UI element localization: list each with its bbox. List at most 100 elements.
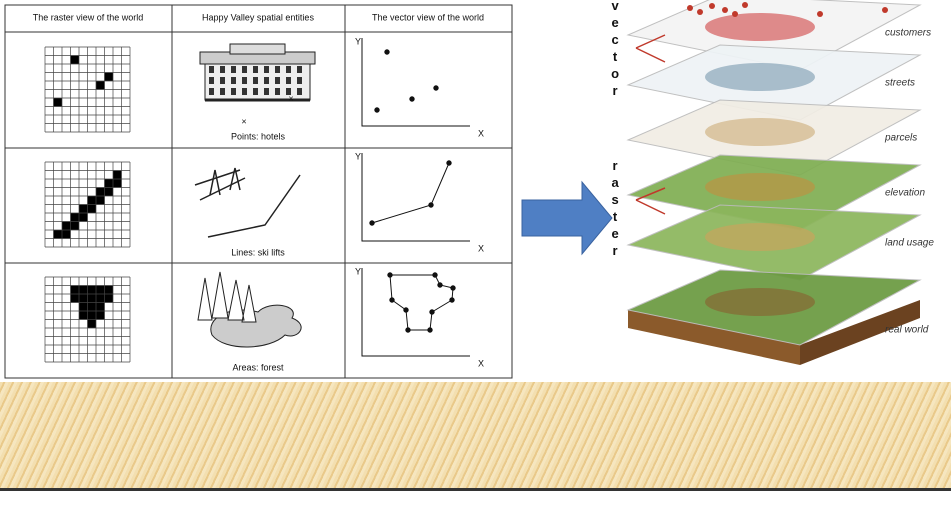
raster-cell: [96, 311, 105, 320]
raster-cell: [105, 286, 114, 295]
window: [242, 77, 247, 84]
raster-cell: [79, 294, 88, 303]
window: [209, 88, 214, 95]
raster-cell: [79, 286, 88, 295]
window: [253, 77, 258, 84]
window: [275, 88, 280, 95]
raster-cell: [54, 230, 63, 239]
window: [275, 66, 280, 73]
vector-point: [410, 97, 414, 101]
layer-feature: [705, 118, 815, 146]
customer-dot: [882, 7, 888, 13]
vector-point: [429, 203, 433, 207]
raster-cell: [88, 294, 97, 303]
window: [220, 66, 225, 73]
axis-label: X: [478, 128, 484, 138]
axis-label: Y: [355, 266, 361, 276]
raster-cell: [79, 303, 88, 312]
vector-point: [404, 308, 408, 312]
window: [253, 88, 258, 95]
raster-cell: [105, 73, 114, 82]
raster-cell: [113, 179, 122, 188]
raster-cell: [105, 188, 114, 197]
layer-label: elevation: [885, 188, 925, 199]
caption: Areas: forest: [232, 362, 284, 372]
vector-point: [430, 310, 434, 314]
window: [209, 77, 214, 84]
raster-cell: [105, 294, 114, 303]
vector-point: [406, 328, 410, 332]
window: [209, 66, 214, 73]
window: [231, 88, 236, 95]
layer-label: land usage: [885, 238, 934, 249]
vector-point: [434, 86, 438, 90]
raster-cell: [62, 222, 71, 231]
raster-cell: [71, 286, 80, 295]
customer-dot: [697, 9, 703, 15]
window: [231, 77, 236, 84]
layer-label: customers: [885, 28, 931, 39]
vector-point: [428, 328, 432, 332]
vector-point: [447, 161, 451, 165]
customer-dot: [732, 11, 738, 17]
svg-text:×: ×: [288, 93, 293, 103]
layer-label: real world: [885, 325, 929, 336]
customer-dot: [817, 11, 823, 17]
raster-cell: [96, 188, 105, 197]
raster-word: raster: [608, 158, 623, 260]
vector-point: [388, 273, 392, 277]
header: The raster view of the world: [33, 12, 144, 22]
window: [286, 77, 291, 84]
raster-cell: [96, 196, 105, 205]
raster-cell: [88, 286, 97, 295]
raster-cell: [105, 179, 114, 188]
layer-feature: [705, 13, 815, 41]
axis-label: Y: [355, 151, 361, 161]
window: [242, 66, 247, 73]
layer-feature: [705, 173, 815, 201]
axis-label: X: [478, 243, 484, 253]
raster-cell: [88, 320, 97, 329]
raster-cell: [71, 56, 80, 65]
layer-feature: [705, 63, 815, 91]
vector-point: [375, 108, 379, 112]
raster-cell: [71, 294, 80, 303]
vector-point: [433, 273, 437, 277]
layer-stack: customers streets parcels elevation land usa…: [628, 0, 934, 365]
layer-feature: [705, 288, 815, 316]
layer-label: parcels: [884, 133, 917, 144]
vector-point: [370, 221, 374, 225]
caption: Points: hotels: [231, 131, 286, 141]
customer-dot: [722, 7, 728, 13]
window: [242, 88, 247, 95]
window: [264, 66, 269, 73]
axis-label: X: [478, 358, 484, 368]
vector-point: [438, 283, 442, 287]
customer-dot: [687, 5, 693, 11]
slide: The raster view of the world Happy Valle…: [0, 0, 951, 517]
window: [275, 77, 280, 84]
raster-cell: [88, 311, 97, 320]
customer-dot: [742, 2, 748, 8]
header: Happy Valley spatial entities: [202, 12, 314, 22]
raster-cell: [79, 311, 88, 320]
raster-cell: [96, 303, 105, 312]
window: [264, 77, 269, 84]
raster-cell: [88, 303, 97, 312]
caption: Lines: ski lifts: [231, 247, 285, 257]
vector-point: [390, 298, 394, 302]
window: [231, 66, 236, 73]
layer-label: streets: [885, 78, 915, 89]
vector-point: [451, 286, 455, 290]
window: [264, 88, 269, 95]
raster-cell: [113, 171, 122, 180]
raster-cell: [54, 98, 63, 107]
window: [297, 88, 302, 95]
window: [297, 77, 302, 84]
window: [220, 88, 225, 95]
vector-point: [385, 50, 389, 54]
window: [286, 66, 291, 73]
axis-label: Y: [355, 36, 361, 46]
raster-cell: [88, 205, 97, 214]
vector-word: vector: [608, 0, 623, 100]
